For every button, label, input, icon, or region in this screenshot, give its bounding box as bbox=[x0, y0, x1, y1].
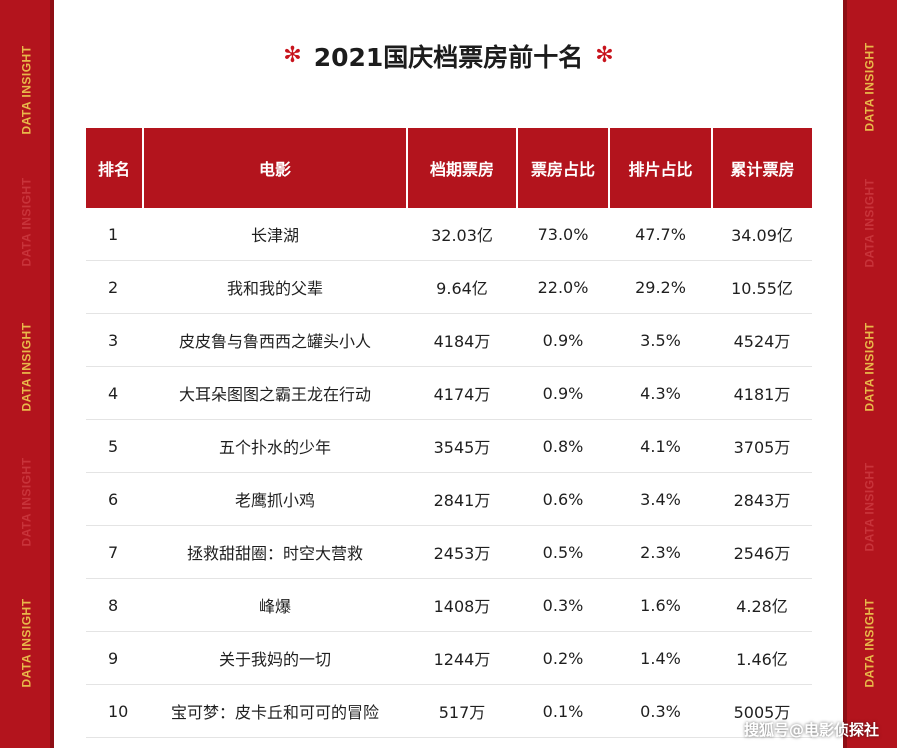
period-box-office-cell: 32.03亿 bbox=[407, 208, 517, 261]
screening-share-cell: 0.3% bbox=[609, 684, 712, 738]
page-title: 2021国庆档票房前十名 bbox=[313, 43, 584, 72]
screening-share-cell: 47.7% bbox=[609, 208, 712, 261]
movie-cell: 皮皮鲁与鲁西西之罐头小人 bbox=[143, 313, 407, 367]
screening-share-cell: 3.4% bbox=[609, 472, 712, 526]
cumulative-box-office-cell: 5005万 bbox=[712, 684, 812, 738]
left-decor-band: DATA INSIGHT DATA INSIGHT DATA INSIGHT D… bbox=[0, 0, 54, 748]
movie-cell: 五个扑水的少年 bbox=[143, 419, 407, 473]
screening-share-cell: 3.5% bbox=[609, 313, 712, 367]
rank-cell: 8 bbox=[86, 578, 143, 632]
box-office-share-cell: 0.5% bbox=[517, 525, 609, 579]
screening-share-cell: 2.3% bbox=[609, 525, 712, 579]
band-label: DATA INSIGHT bbox=[20, 322, 35, 412]
box-office-share-cell: 73.0% bbox=[517, 208, 609, 261]
table-row: 3 皮皮鲁与鲁西西之罐头小人 4184万 0.9% 3.5% 4524万 bbox=[86, 313, 812, 367]
box-office-share-cell: 0.1% bbox=[517, 684, 609, 738]
rank-cell: 10 bbox=[86, 684, 143, 738]
cumulative-box-office-cell: 2843万 bbox=[712, 472, 812, 526]
cumulative-box-office-cell: 10.55亿 bbox=[712, 260, 812, 314]
cumulative-box-office-cell: 34.09亿 bbox=[712, 208, 812, 261]
band-label: DATA INSIGHT bbox=[863, 598, 878, 688]
screening-share-cell: 4.1% bbox=[609, 419, 712, 473]
table-row: 2 我和我的父辈 9.64亿 22.0% 29.2% 10.55亿 bbox=[86, 260, 812, 314]
cumulative-box-office-cell: 1.46亿 bbox=[712, 631, 812, 685]
band-label: DATA INSIGHT bbox=[863, 178, 878, 268]
rank-cell: 1 bbox=[86, 208, 143, 261]
table-row: 10 宝可梦：皮卡丘和可可的冒险 517万 0.1% 0.3% 5005万 bbox=[86, 684, 812, 738]
rank-cell: 5 bbox=[86, 419, 143, 473]
rank-cell: 6 bbox=[86, 472, 143, 526]
screening-share-cell: 29.2% bbox=[609, 260, 712, 314]
screening-share-cell: 4.3% bbox=[609, 366, 712, 420]
source-watermark: 搜狐号@电影侦探社 bbox=[743, 721, 879, 739]
period-box-office-cell: 2841万 bbox=[407, 472, 517, 526]
table-header-row: 排名 电影 档期票房 票房占比 排片占比 累计票房 bbox=[86, 128, 812, 208]
screening-share-cell: 1.4% bbox=[609, 631, 712, 685]
box-office-share-cell: 0.6% bbox=[517, 472, 609, 526]
header-rank: 排名 bbox=[86, 128, 144, 208]
period-box-office-cell: 4184万 bbox=[407, 313, 517, 367]
asterisk-icon: ✻ bbox=[283, 43, 302, 68]
rank-cell: 3 bbox=[86, 313, 143, 367]
right-decor-band: DATA INSIGHT DATA INSIGHT DATA INSIGHT D… bbox=[843, 0, 897, 748]
box-office-share-cell: 0.9% bbox=[517, 366, 609, 420]
header-period-box-office: 档期票房 bbox=[407, 128, 518, 208]
right-band-stripe bbox=[843, 0, 847, 748]
header-screening-share: 排片占比 bbox=[609, 128, 713, 208]
left-band-stripe bbox=[50, 0, 54, 748]
rank-cell: 4 bbox=[86, 366, 143, 420]
period-box-office-cell: 3545万 bbox=[407, 419, 517, 473]
band-label: DATA INSIGHT bbox=[20, 598, 35, 688]
period-box-office-cell: 9.64亿 bbox=[407, 260, 517, 314]
movie-cell: 宝可梦：皮卡丘和可可的冒险 bbox=[143, 684, 407, 738]
box-office-share-cell: 0.2% bbox=[517, 631, 609, 685]
band-label: DATA INSIGHT bbox=[863, 42, 878, 132]
table-row: 7 拯救甜甜圈：时空大营救 2453万 0.5% 2.3% 2546万 bbox=[86, 525, 812, 579]
rank-cell: 7 bbox=[86, 525, 143, 579]
title-row: ✻ 2021国庆档票房前十名 ✻ bbox=[54, 36, 843, 76]
rank-cell: 2 bbox=[86, 260, 143, 314]
rank-cell: 9 bbox=[86, 631, 143, 685]
cumulative-box-office-cell: 4524万 bbox=[712, 313, 812, 367]
period-box-office-cell: 1408万 bbox=[407, 578, 517, 632]
period-box-office-cell: 4174万 bbox=[407, 366, 517, 420]
movie-cell: 拯救甜甜圈：时空大营救 bbox=[143, 525, 407, 579]
band-label: DATA INSIGHT bbox=[20, 457, 35, 547]
box-office-table: 排名 电影 档期票房 票房占比 排片占比 累计票房 1 长津湖 32.03亿 7… bbox=[86, 128, 812, 738]
movie-cell: 我和我的父辈 bbox=[143, 260, 407, 314]
movie-cell: 关于我妈的一切 bbox=[143, 631, 407, 685]
band-label: DATA INSIGHT bbox=[20, 45, 35, 135]
table-row: 4 大耳朵图图之霸王龙在行动 4174万 0.9% 4.3% 4181万 bbox=[86, 366, 812, 420]
table-row: 8 峰爆 1408万 0.3% 1.6% 4.28亿 bbox=[86, 578, 812, 632]
table-row: 1 长津湖 32.03亿 73.0% 47.7% 34.09亿 bbox=[86, 208, 812, 261]
movie-cell: 峰爆 bbox=[143, 578, 407, 632]
band-label: DATA INSIGHT bbox=[863, 322, 878, 412]
header-cumulative-box-office: 累计票房 bbox=[712, 128, 812, 208]
box-office-share-cell: 22.0% bbox=[517, 260, 609, 314]
cumulative-box-office-cell: 4181万 bbox=[712, 366, 812, 420]
band-label: DATA INSIGHT bbox=[20, 177, 35, 267]
box-office-share-cell: 0.8% bbox=[517, 419, 609, 473]
movie-cell: 老鹰抓小鸡 bbox=[143, 472, 407, 526]
band-label: DATA INSIGHT bbox=[863, 462, 878, 552]
box-office-share-cell: 0.9% bbox=[517, 313, 609, 367]
cumulative-box-office-cell: 3705万 bbox=[712, 419, 812, 473]
header-box-office-share: 票房占比 bbox=[517, 128, 610, 208]
period-box-office-cell: 2453万 bbox=[407, 525, 517, 579]
movie-cell: 大耳朵图图之霸王龙在行动 bbox=[143, 366, 407, 420]
table-row: 9 关于我妈的一切 1244万 0.2% 1.4% 1.46亿 bbox=[86, 631, 812, 685]
cumulative-box-office-cell: 4.28亿 bbox=[712, 578, 812, 632]
period-box-office-cell: 517万 bbox=[407, 684, 517, 738]
asterisk-icon: ✻ bbox=[595, 43, 614, 68]
table-row: 6 老鹰抓小鸡 2841万 0.6% 3.4% 2843万 bbox=[86, 472, 812, 526]
period-box-office-cell: 1244万 bbox=[407, 631, 517, 685]
cumulative-box-office-cell: 2546万 bbox=[712, 525, 812, 579]
box-office-table-container: 排名 电影 档期票房 票房占比 排片占比 累计票房 1 长津湖 32.03亿 7… bbox=[86, 128, 812, 738]
movie-cell: 长津湖 bbox=[143, 208, 407, 261]
header-movie: 电影 bbox=[143, 128, 408, 208]
table-row: 5 五个扑水的少年 3545万 0.8% 4.1% 3705万 bbox=[86, 419, 812, 473]
screening-share-cell: 1.6% bbox=[609, 578, 712, 632]
box-office-share-cell: 0.3% bbox=[517, 578, 609, 632]
